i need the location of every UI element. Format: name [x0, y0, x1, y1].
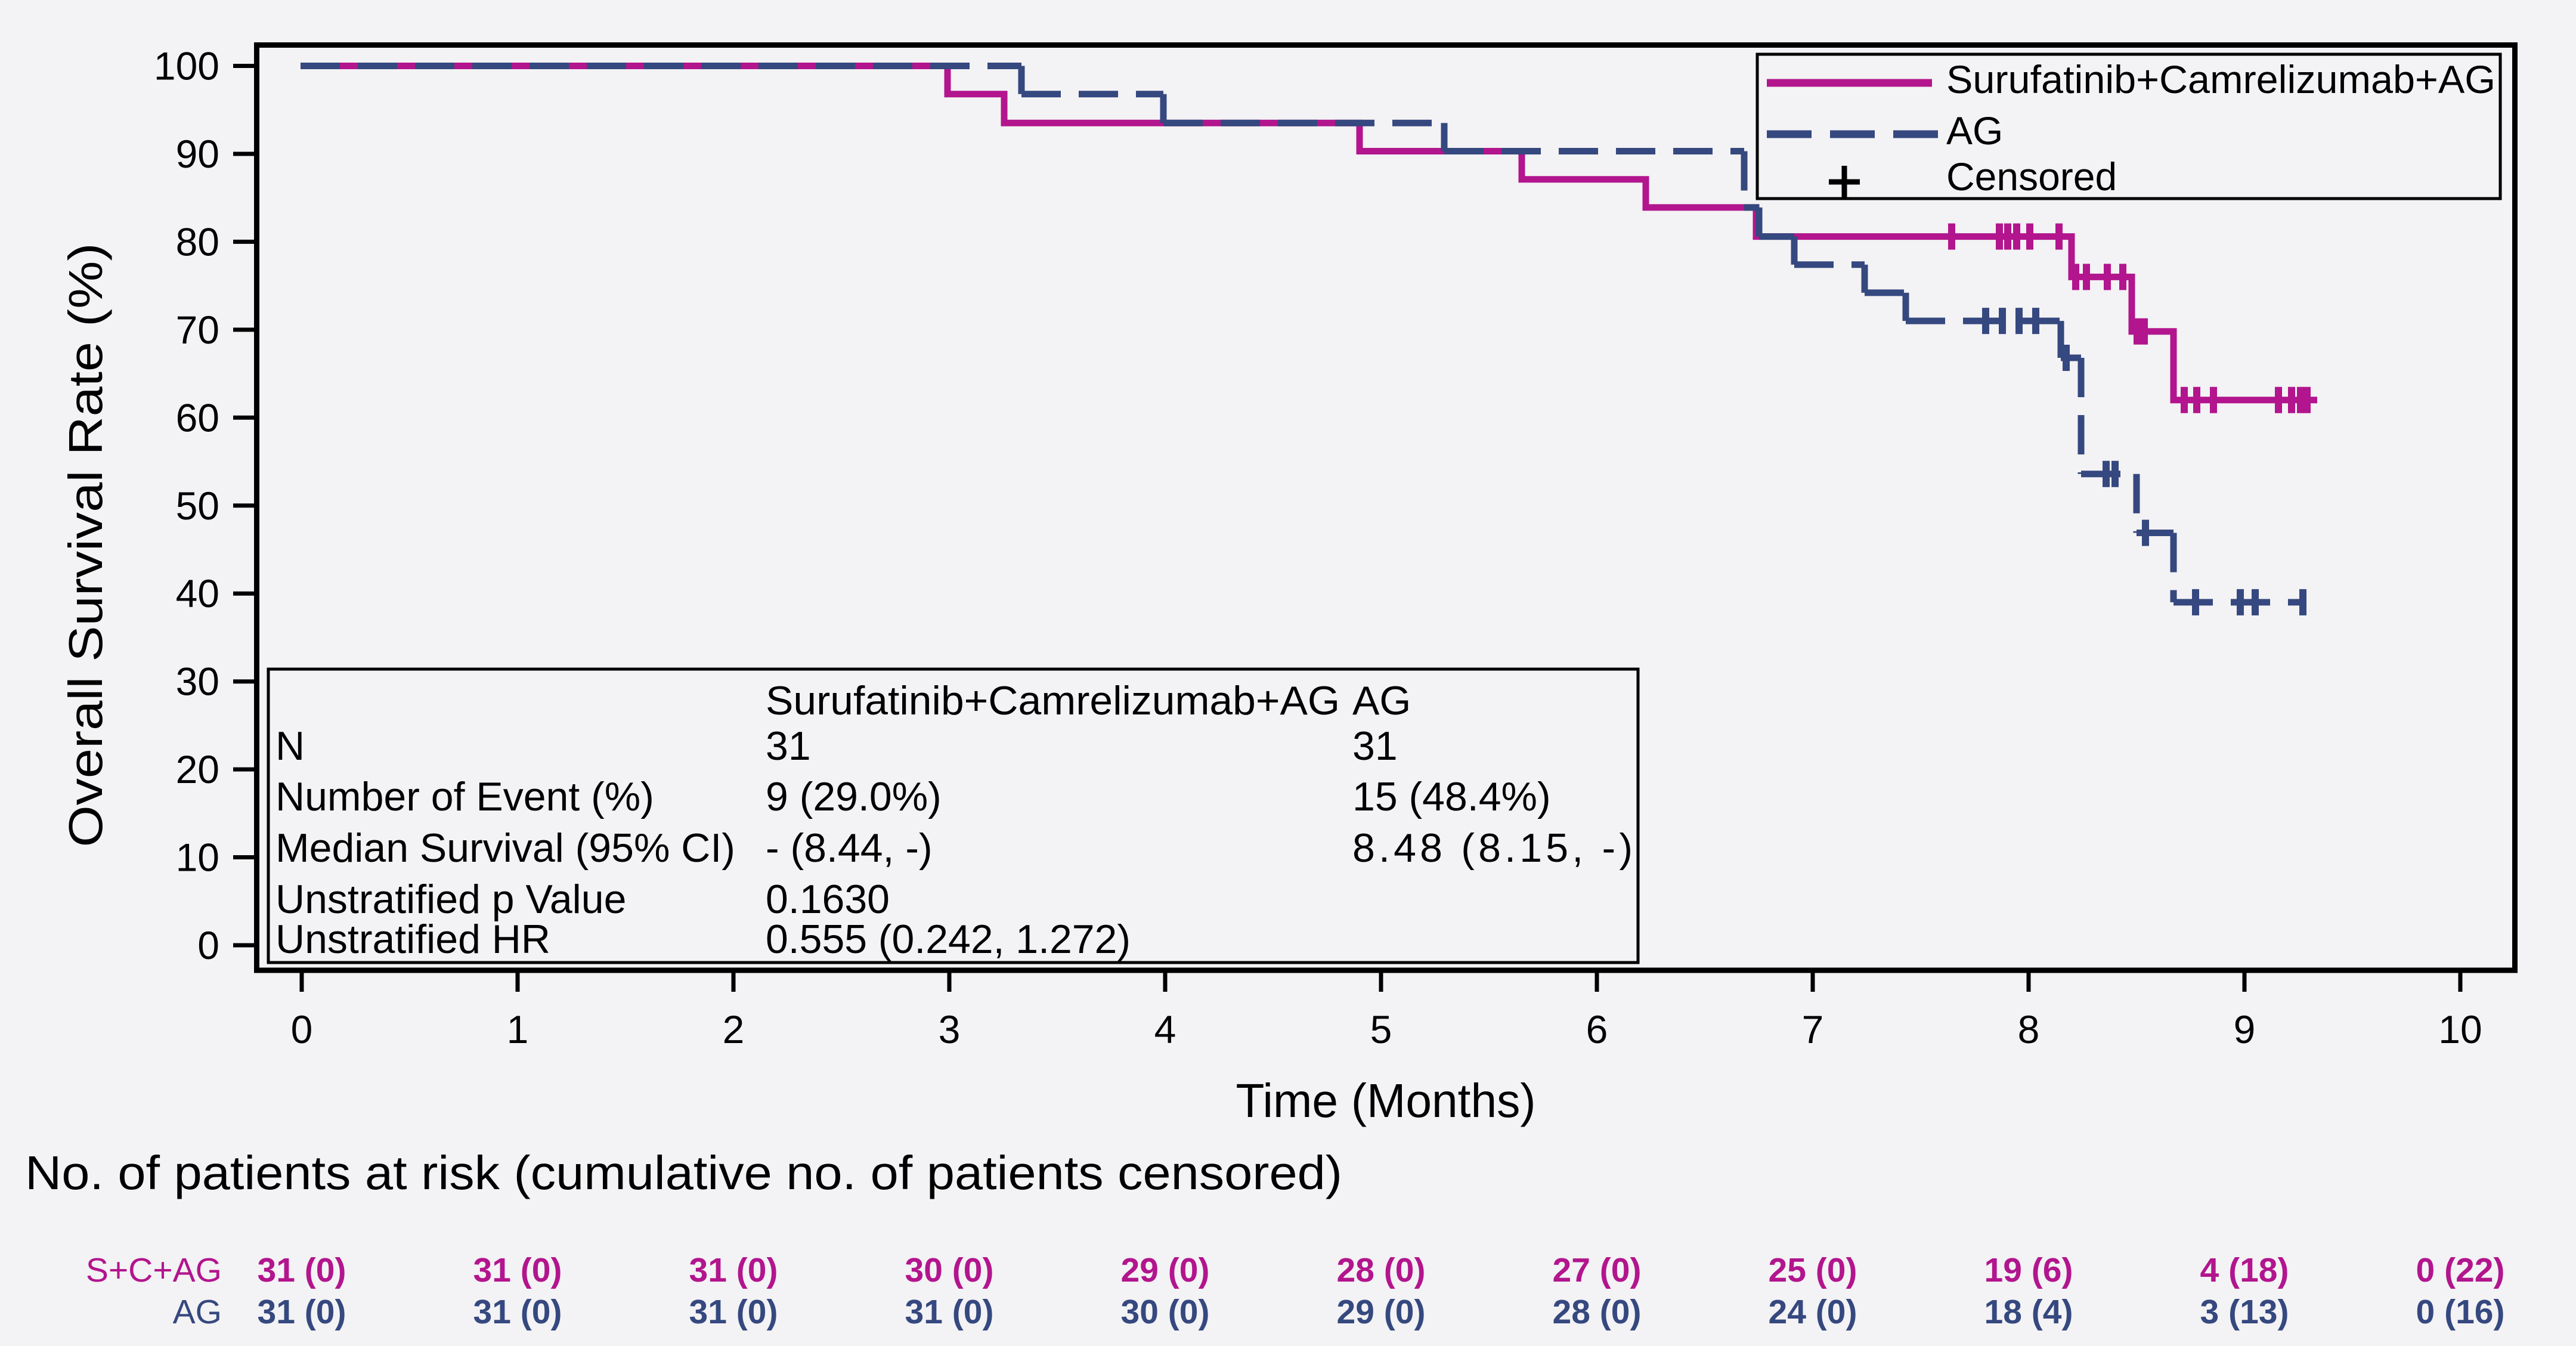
svg-text:3 (13): 3 (13)	[2200, 1293, 2289, 1331]
svg-text:10: 10	[176, 836, 219, 880]
svg-text:2: 2	[723, 1007, 745, 1051]
svg-text:30: 30	[176, 660, 219, 704]
svg-text:8: 8	[2018, 1007, 2040, 1051]
svg-text:Unstratified p Value: Unstratified p Value	[275, 877, 626, 922]
svg-text:30 (0): 30 (0)	[1121, 1293, 1210, 1331]
svg-text:29 (0): 29 (0)	[1337, 1293, 1426, 1331]
svg-text:0 (22): 0 (22)	[2416, 1251, 2505, 1289]
svg-text:AG: AG	[173, 1293, 222, 1331]
svg-text:31 (0): 31 (0)	[689, 1293, 778, 1331]
svg-text:9: 9	[2234, 1007, 2256, 1051]
svg-text:31: 31	[1352, 723, 1398, 769]
svg-text:No. of patients at risk (cumul: No. of patients at risk (cumulative no. …	[25, 1146, 1342, 1199]
svg-text:4: 4	[1154, 1007, 1176, 1051]
svg-text:Number of Event (%): Number of Event (%)	[275, 774, 654, 819]
svg-text:0.555 (0.242, 1.272): 0.555 (0.242, 1.272)	[766, 917, 1131, 962]
svg-text:31 (0): 31 (0)	[473, 1293, 562, 1331]
svg-text:80: 80	[176, 219, 219, 264]
svg-text:40: 40	[176, 571, 219, 615]
svg-text:31: 31	[766, 723, 811, 769]
svg-text:25 (0): 25 (0)	[1769, 1251, 1857, 1289]
svg-text:3: 3	[939, 1007, 961, 1051]
svg-text:9 (29.0%): 9 (29.0%)	[766, 774, 942, 819]
svg-text:31 (0): 31 (0)	[258, 1251, 346, 1289]
svg-text:0: 0	[291, 1007, 313, 1051]
svg-text:31 (0): 31 (0)	[905, 1293, 994, 1331]
svg-text:31 (0): 31 (0)	[473, 1251, 562, 1289]
svg-text:10: 10	[2438, 1007, 2482, 1051]
svg-text:7: 7	[1802, 1007, 1824, 1051]
svg-text:31 (0): 31 (0)	[258, 1293, 346, 1331]
svg-text:70: 70	[176, 308, 219, 352]
svg-text:0: 0	[197, 923, 219, 967]
svg-text:AG: AG	[1352, 678, 1411, 723]
svg-text:29 (0): 29 (0)	[1121, 1251, 1210, 1289]
svg-text:8.48 (8.15, -): 8.48 (8.15, -)	[1352, 825, 1633, 871]
svg-text:4 (18): 4 (18)	[2200, 1251, 2289, 1289]
svg-text:S+C+AG: S+C+AG	[86, 1251, 222, 1289]
svg-text:90: 90	[176, 132, 219, 176]
svg-text:15 (48.4%): 15 (48.4%)	[1352, 774, 1551, 819]
svg-text:18 (4): 18 (4)	[1984, 1293, 2073, 1331]
svg-text:50: 50	[176, 484, 219, 528]
svg-text:100: 100	[154, 44, 219, 88]
svg-text:Censored: Censored	[1946, 154, 2117, 199]
svg-text:Overall Survival Rate (%): Overall Survival Rate (%)	[59, 243, 112, 847]
svg-text:N: N	[275, 723, 305, 769]
svg-text:60: 60	[176, 395, 219, 440]
svg-text:Median Survival (95% CI): Median Survival (95% CI)	[275, 825, 735, 871]
svg-text:27 (0): 27 (0)	[1553, 1251, 1642, 1289]
svg-text:5: 5	[1370, 1007, 1392, 1051]
svg-text:0.1630: 0.1630	[766, 877, 890, 922]
svg-text:Surufatinib+Camrelizumab+AG: Surufatinib+Camrelizumab+AG	[766, 678, 1340, 723]
svg-text:20: 20	[176, 747, 219, 791]
svg-text:AG: AG	[1946, 109, 2003, 153]
svg-text:31 (0): 31 (0)	[689, 1251, 778, 1289]
svg-text:0 (16): 0 (16)	[2416, 1293, 2505, 1331]
svg-text:Time (Months): Time (Months)	[1236, 1074, 1536, 1127]
svg-text:6: 6	[1586, 1007, 1608, 1051]
svg-text:30 (0): 30 (0)	[905, 1251, 994, 1289]
svg-text:1: 1	[507, 1007, 529, 1051]
svg-text:Surufatinib+Camrelizumab+AG: Surufatinib+Camrelizumab+AG	[1946, 57, 2496, 101]
svg-text:28 (0): 28 (0)	[1553, 1293, 1642, 1331]
svg-text:24 (0): 24 (0)	[1769, 1293, 1857, 1331]
svg-text:- (8.44, -): - (8.44, -)	[766, 825, 933, 871]
svg-text:19 (6): 19 (6)	[1984, 1251, 2073, 1289]
svg-text:28 (0): 28 (0)	[1337, 1251, 1426, 1289]
svg-text:Unstratified HR: Unstratified HR	[275, 917, 550, 962]
